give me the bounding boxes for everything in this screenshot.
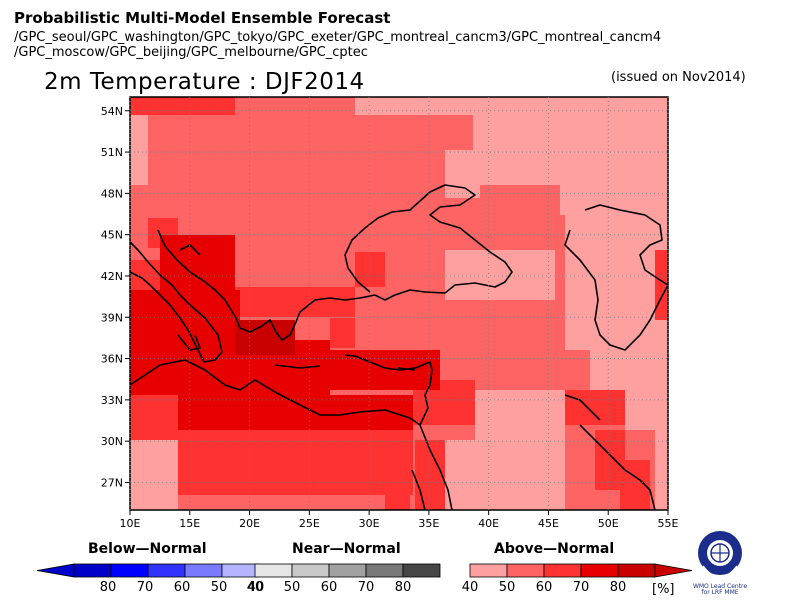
legend-label: 50 bbox=[284, 580, 301, 595]
lat-tick-label: 33N bbox=[101, 394, 123, 407]
legend-near-normal: 40 50 60 70 80 bbox=[247, 563, 441, 595]
legend-swatch bbox=[580, 563, 619, 578]
lon-tick-label: 50E bbox=[598, 517, 619, 530]
lon-tick-label: 35E bbox=[418, 517, 439, 530]
legend-below-title: Below—Normal bbox=[88, 541, 207, 557]
legend-swatch bbox=[221, 563, 260, 578]
latitude-axis: 54N 51N 48N 45N 42N 39N 36N 33N 30N 27N bbox=[101, 105, 130, 489]
legend-label: 80 bbox=[610, 580, 627, 595]
lat-tick-label: 42N bbox=[101, 270, 123, 283]
legend-above-normal: 40 50 60 70 80 bbox=[462, 563, 693, 595]
legend-label: 70 bbox=[358, 580, 375, 595]
legend-label: 80 bbox=[395, 580, 412, 595]
legend-label: 70 bbox=[137, 580, 154, 595]
lat-tick-label: 27N bbox=[101, 476, 123, 489]
issued-date: (issued on Nov2014) bbox=[611, 70, 746, 85]
legend-label: 40 bbox=[248, 580, 265, 595]
legend-swatch bbox=[543, 563, 582, 578]
logo-caption: WMO Lead Centre for LRF MME bbox=[692, 583, 748, 596]
legend-swatch bbox=[506, 563, 545, 578]
map-frame bbox=[129, 96, 669, 511]
legend-swatch bbox=[365, 563, 404, 578]
longitude-axis: 10E 15E 20E 25E 30E 35E 40E 45E 50E 55E bbox=[120, 510, 679, 530]
probability-shading bbox=[130, 97, 668, 510]
lon-tick-label: 10E bbox=[120, 517, 141, 530]
forecast-title: Probabilistic Multi-Model Ensemble Forec… bbox=[14, 9, 391, 27]
legend-swatch bbox=[617, 563, 656, 578]
lon-tick-label: 15E bbox=[179, 517, 200, 530]
legend-swatch bbox=[402, 563, 441, 578]
coastlines bbox=[129, 184, 669, 511]
legend-label: 70 bbox=[573, 580, 590, 595]
legend-swatch bbox=[73, 563, 112, 578]
legend-label: 60 bbox=[536, 580, 553, 595]
legend-near-title: Near—Normal bbox=[292, 541, 401, 557]
model-list-line-1: /GPC_seoul/GPC_washington/GPC_tokyo/GPC_… bbox=[14, 30, 662, 45]
graticule bbox=[129, 97, 669, 510]
legend-swatch bbox=[254, 563, 293, 578]
legend-label: 80 bbox=[100, 580, 117, 595]
lat-tick-label: 51N bbox=[101, 146, 123, 159]
lat-tick-label: 54N bbox=[101, 105, 123, 118]
lon-tick-label: 30E bbox=[359, 517, 380, 530]
legend-label: 60 bbox=[174, 580, 191, 595]
legend-swatch bbox=[184, 563, 223, 578]
legend-arrow-left bbox=[36, 563, 75, 578]
legend-swatch bbox=[291, 563, 330, 578]
legend-label: 40 bbox=[462, 580, 479, 595]
legend-above-title: Above—Normal bbox=[494, 541, 615, 557]
lon-tick-label: 45E bbox=[538, 517, 559, 530]
legend-label: 40 bbox=[247, 580, 264, 595]
variable-title: 2m Temperature : DJF2014 bbox=[44, 69, 365, 95]
legend-swatch bbox=[147, 563, 186, 578]
legend-swatch bbox=[328, 563, 367, 578]
legend-below-normal: 80 70 60 50 40 bbox=[36, 563, 265, 595]
legend-swatch bbox=[110, 563, 149, 578]
legend-label: 50 bbox=[499, 580, 516, 595]
lon-tick-label: 55E bbox=[658, 517, 679, 530]
lat-tick-label: 30N bbox=[101, 435, 123, 448]
model-list: /GPC_seoul/GPC_washington/GPC_tokyo/GPC_… bbox=[14, 30, 794, 60]
lat-tick-label: 45N bbox=[101, 229, 123, 242]
legend-arrow-right bbox=[654, 563, 693, 578]
lat-tick-label: 36N bbox=[101, 353, 123, 366]
wmo-logo-icon bbox=[698, 531, 742, 578]
lon-tick-label: 20E bbox=[239, 517, 260, 530]
lon-tick-label: 25E bbox=[299, 517, 320, 530]
model-list-line-2: /GPC_moscow/GPC_beijing/GPC_melbourne/GP… bbox=[14, 45, 368, 60]
lon-tick-label: 40E bbox=[478, 517, 499, 530]
lat-tick-label: 48N bbox=[101, 187, 123, 200]
legend-unit: [%] bbox=[652, 582, 675, 597]
legend-label: 50 bbox=[211, 580, 228, 595]
legend-swatch bbox=[469, 563, 508, 578]
lat-tick-label: 39N bbox=[101, 311, 123, 324]
legend-label: 60 bbox=[321, 580, 338, 595]
